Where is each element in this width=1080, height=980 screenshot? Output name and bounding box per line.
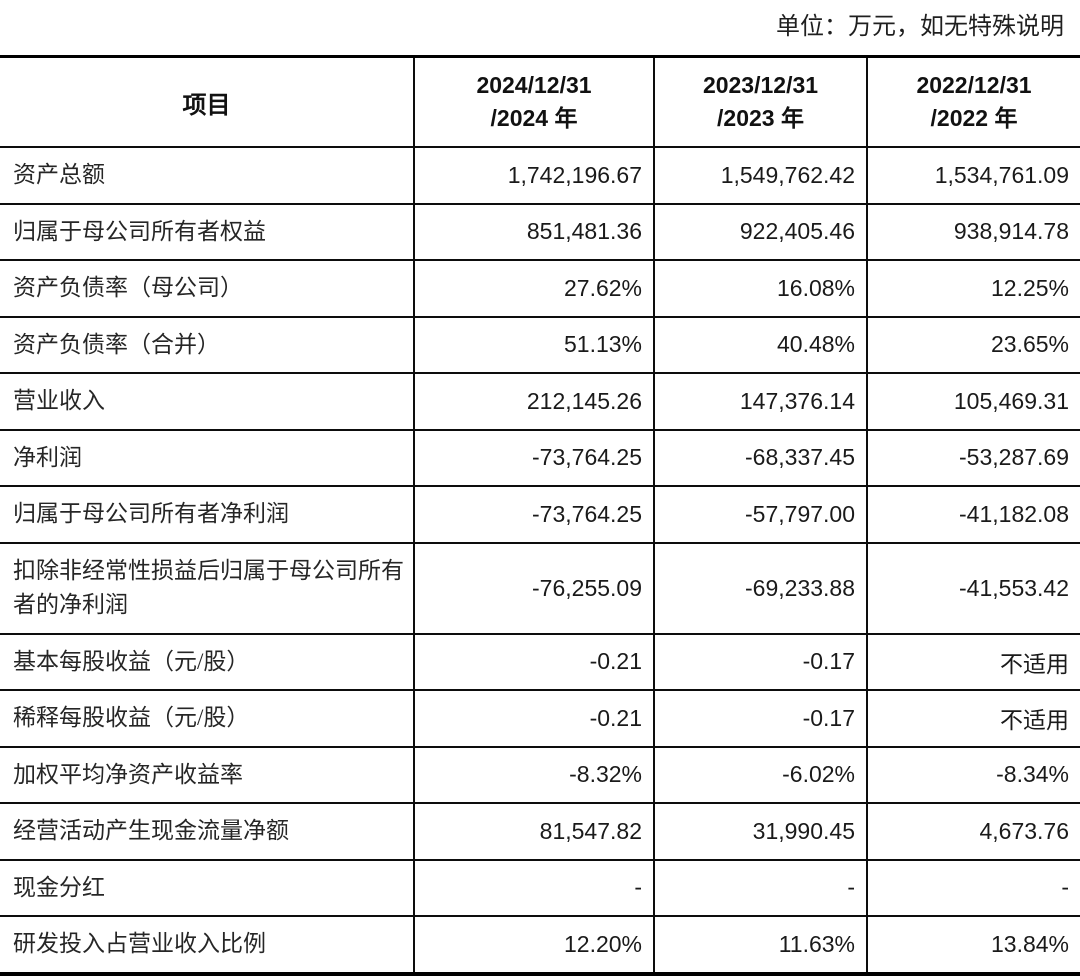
cell-value: 51.13% [413,316,654,374]
cell-value: -41,553.42 [866,542,1080,635]
cell-value: -73,764.25 [413,429,654,487]
col-header-period-2024: 2024/12/31 /2024 年 [413,56,654,148]
col-header-period-2022: 2022/12/31 /2022 年 [866,56,1080,148]
row-label: 研发投入占营业收入比例 [0,916,414,975]
cell-value: -8.34% [866,746,1080,804]
table-row-rd-revenue-ratio: 研发投入占营业收入比例 12.20% 11.63% 13.84% [0,916,1080,975]
row-label: 资产负债率（合并） [0,316,414,374]
cell-value: 1,742,196.67 [413,147,654,205]
cell-value: 851,481.36 [413,203,654,261]
cell-value: -57,797.00 [653,486,867,544]
table-row-parent-equity: 归属于母公司所有者权益 851,481.36 922,405.46 938,91… [0,203,1080,261]
table-row-operating-revenue: 营业收入 212,145.26 147,376.14 105,469.31 [0,373,1080,431]
cell-value: 147,376.14 [653,373,867,431]
cell-value: 不适用 [866,690,1080,748]
cell-value: -76,255.09 [413,542,654,635]
cell-value: -41,182.08 [866,486,1080,544]
cell-value: 27.62% [413,260,654,318]
cell-value: 40.48% [653,316,867,374]
cell-value: -0.21 [413,690,654,748]
cell-value: 105,469.31 [866,373,1080,431]
cell-value: 1,549,762.42 [653,147,867,205]
cell-value: -68,337.45 [653,429,867,487]
cell-value: -69,233.88 [653,542,867,635]
cell-value: 11.63% [653,916,867,975]
cell-value: 13.84% [866,916,1080,975]
cell-value: -0.17 [653,690,867,748]
row-label: 扣除非经常性损益后归属于母公司所有者的净利润 [0,542,414,635]
row-label: 经营活动产生现金流量净额 [0,803,414,861]
row-label: 归属于母公司所有者权益 [0,203,414,261]
header-row: 项目 2024/12/31 /2024 年 2023/12/31 /2023 年… [0,56,1080,148]
cell-value: - [866,859,1080,917]
cell-value: -8.32% [413,746,654,804]
table-row-net-profit-parent: 归属于母公司所有者净利润 -73,764.25 -57,797.00 -41,1… [0,486,1080,544]
table-row-debt-ratio-consolidated: 资产负债率（合并） 51.13% 40.48% 23.65% [0,316,1080,374]
period-date: 2023/12/31 [702,71,819,98]
cell-value: -53,287.69 [866,429,1080,487]
row-label: 资产总额 [0,147,414,205]
row-label: 净利润 [0,429,414,487]
table-row-diluted-eps: 稀释每股收益（元/股） -0.21 -0.17 不适用 [0,690,1080,748]
cell-value: 23.65% [866,316,1080,374]
table-row-debt-ratio-parent: 资产负债率（母公司） 27.62% 16.08% 12.25% [0,260,1080,318]
cell-value: 不适用 [866,633,1080,691]
cell-value: 12.20% [413,916,654,975]
cell-value: -0.21 [413,633,654,691]
period-year: /2023 年 [717,105,804,131]
cell-value: -73,764.25 [413,486,654,544]
table-row-cash-dividend: 现金分红 - - - [0,859,1080,917]
unit-note: 单位：万元，如无特殊说明 [776,14,1064,40]
cell-value: -6.02% [653,746,867,804]
table-row-weighted-avg-roe: 加权平均净资产收益率 -8.32% -6.02% -8.34% [0,746,1080,804]
col-header-item: 项目 [0,56,414,148]
row-label: 加权平均净资产收益率 [0,746,414,804]
cell-value: 4,673.76 [866,803,1080,861]
table-row-net-profit-excl-nonrecurring: 扣除非经常性损益后归属于母公司所有者的净利润 -76,255.09 -69,23… [0,542,1080,635]
cell-value: 938,914.78 [866,203,1080,261]
row-label: 基本每股收益（元/股） [0,633,414,691]
cell-value: 212,145.26 [413,373,654,431]
cell-value: 922,405.46 [653,203,867,261]
period-date: 2022/12/31 [916,71,1032,98]
financial-summary-table: 项目 2024/12/31 /2024 年 2023/12/31 /2023 年… [0,55,1080,976]
cell-value: 31,990.45 [653,803,867,861]
table-row-operating-cash-flow: 经营活动产生现金流量净额 81,547.82 31,990.45 4,673.7… [0,803,1080,861]
col-header-period-2023: 2023/12/31 /2023 年 [653,56,867,148]
cell-value: - [413,859,654,917]
row-label: 归属于母公司所有者净利润 [0,486,414,544]
table-row-net-profit: 净利润 -73,764.25 -68,337.45 -53,287.69 [0,429,1080,487]
period-year: /2024 年 [490,105,578,131]
period-date: 2024/12/31 [476,71,592,98]
table-row-basic-eps: 基本每股收益（元/股） -0.21 -0.17 不适用 [0,633,1080,691]
row-label: 资产负债率（母公司） [0,260,414,318]
cell-value: 1,534,761.09 [866,147,1080,205]
table-row-total-assets: 资产总额 1,742,196.67 1,549,762.42 1,534,761… [0,147,1080,205]
row-label: 稀释每股收益（元/股） [0,690,414,748]
cell-value: -0.17 [653,633,867,691]
period-year: /2022 年 [930,105,1018,131]
cell-value: - [653,859,867,917]
row-label: 营业收入 [0,373,414,431]
cell-value: 81,547.82 [413,803,654,861]
cell-value: 12.25% [866,260,1080,318]
cell-value: 16.08% [653,260,867,318]
row-label: 现金分红 [0,859,414,917]
